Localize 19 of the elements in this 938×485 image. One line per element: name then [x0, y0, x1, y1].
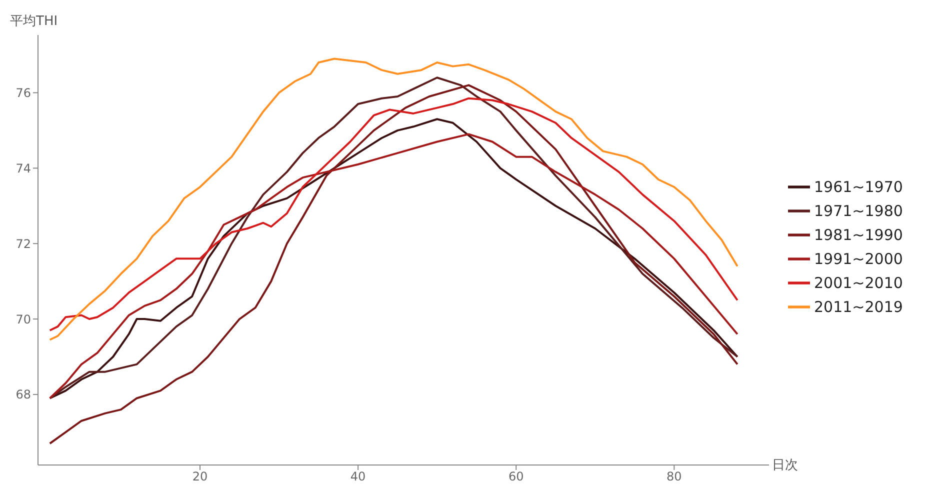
y-tick-label: 74 — [16, 161, 31, 176]
x-tick-label: 60 — [508, 470, 524, 484]
y-axis-title: 平均THI — [10, 13, 58, 30]
y-tick-label: 70 — [16, 312, 31, 326]
legend-label: 1971~1980 — [814, 202, 903, 220]
y-tick-label: 72 — [16, 236, 31, 251]
line-series — [48, 97, 738, 332]
legend-label: 1991~2000 — [814, 250, 903, 268]
legend-label: 2001~2010 — [814, 274, 903, 292]
x-axis-title: 日次 — [772, 457, 798, 474]
y-tick-label: 76 — [16, 86, 31, 100]
x-tick-label: 80 — [666, 470, 682, 484]
line-series — [48, 58, 738, 341]
legend-label: 1961~1970 — [814, 178, 903, 196]
legend-label: 2011~2019 — [814, 298, 903, 316]
x-tick-label: 40 — [350, 470, 366, 484]
y-tick-label: 68 — [16, 388, 31, 402]
legend-label: 1981~1990 — [814, 226, 903, 244]
x-tick-label: 20 — [192, 470, 208, 484]
